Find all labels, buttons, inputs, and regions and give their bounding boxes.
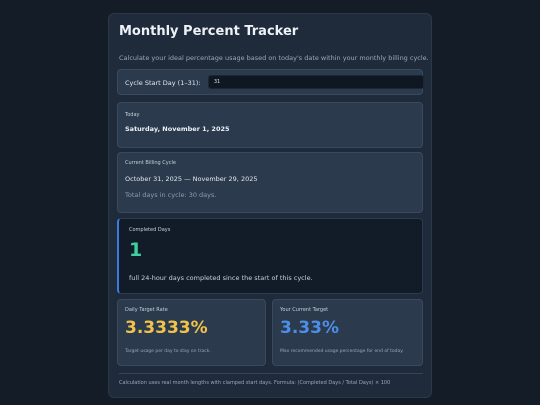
- footer-divider: [119, 373, 423, 374]
- today-card: Today Saturday, November 1, 2025: [117, 102, 423, 148]
- page-subtitle: Calculate your ideal percentage usage ba…: [119, 54, 429, 62]
- current-target-description: Max recommended usage percentage for end…: [280, 349, 404, 354]
- current-target-value: 3.33%: [280, 318, 339, 338]
- today-value: Saturday, November 1, 2025: [125, 125, 230, 133]
- current-target-card: Your Current Target 3.33% Max recommende…: [272, 299, 423, 366]
- billing-cycle-label: Current Billing Cycle: [125, 160, 176, 166]
- completed-days-label: Completed Days: [129, 227, 171, 233]
- footer-note: Calculation uses real month lengths with…: [119, 380, 391, 386]
- completed-days-description: full 24-hour days completed since the st…: [129, 274, 313, 282]
- today-label: Today: [125, 112, 140, 118]
- tracker-panel: Monthly Percent Tracker Calculate your i…: [108, 13, 432, 398]
- billing-cycle-range: October 31, 2025 — November 29, 2025: [125, 175, 258, 183]
- cycle-start-label: Cycle Start Day (1–31):: [125, 79, 201, 87]
- completed-days-card: Completed Days 1 full 24-hour days compl…: [117, 218, 423, 294]
- daily-rate-description: Target usage per day to stay on track.: [125, 349, 211, 354]
- billing-cycle-card: Current Billing Cycle October 31, 2025 —…: [117, 152, 423, 213]
- daily-rate-label: Daily Target Rate: [125, 307, 168, 313]
- completed-days-value: 1: [129, 239, 143, 261]
- page-title: Monthly Percent Tracker: [119, 24, 299, 39]
- daily-rate-value: 3.3333%: [125, 318, 208, 338]
- current-target-label: Your Current Target: [280, 307, 329, 313]
- billing-cycle-total: Total days in cycle: 30 days.: [125, 191, 217, 199]
- daily-rate-card: Daily Target Rate 3.3333% Target usage p…: [117, 299, 266, 366]
- cycle-start-input[interactable]: 31: [208, 75, 424, 89]
- cycle-start-row: Cycle Start Day (1–31): 31: [117, 69, 424, 95]
